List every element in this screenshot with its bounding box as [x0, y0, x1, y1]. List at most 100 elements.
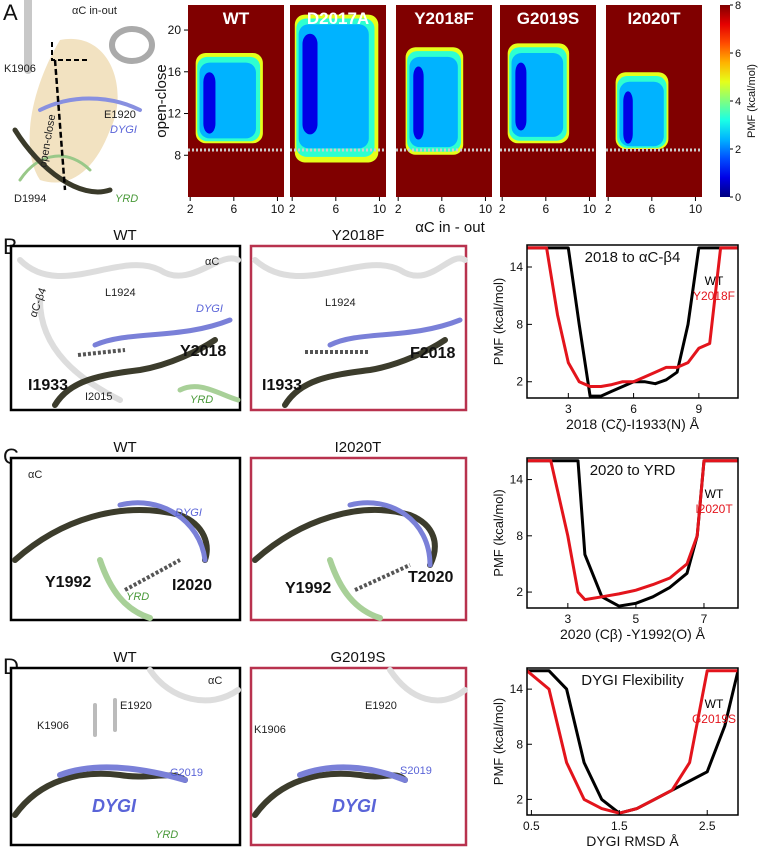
colorbar-label: PMF (kcal/mol)	[746, 64, 758, 138]
structure-label: Y1992	[285, 580, 331, 597]
structure-label: DYGI	[332, 796, 377, 816]
structure-label: αC	[205, 256, 219, 268]
structure-label: L1924	[325, 297, 356, 309]
structure-label: αC in-out	[72, 5, 117, 17]
structure-d-mut: G2019S K1906 E1920 S2019 DYGI	[249, 649, 468, 847]
x-tick-label: 6	[542, 202, 549, 216]
legend-entry: WT	[705, 487, 724, 501]
structure-label: DYGI	[196, 303, 223, 315]
structure-title: WT	[113, 227, 136, 244]
structure-b-wt: WT αC-β4 L1924 αC DYGI Y2018 I1933 I2015…	[9, 227, 242, 412]
x-tick-label: 5	[633, 612, 640, 626]
structure-label: DYGI	[175, 507, 202, 519]
x-tick-label: 1.5	[611, 819, 628, 833]
x-tick-label: 6	[332, 202, 339, 216]
colorbar-tick-label: 4	[735, 96, 741, 108]
structure-label: YRD	[155, 829, 178, 841]
structure-label: I2020	[172, 577, 212, 594]
heatmap-title: WT	[223, 9, 250, 28]
line-series	[527, 459, 738, 608]
x-tick-label: 9	[696, 402, 703, 416]
x-tick-label: 6	[630, 402, 637, 416]
structure-d-wt: WT αC K1906 E1920 G2019 DYGI YRD	[9, 649, 242, 847]
y-tick-label: 14	[510, 682, 524, 696]
legend-entry: WT	[705, 274, 724, 288]
structure-b-mut: Y2018F L1924 F2018 I1933	[249, 227, 468, 412]
colorbar-tick-label: 6	[735, 48, 741, 60]
structure-title: G2019S	[330, 649, 385, 666]
structure-label: K1906	[37, 720, 69, 732]
x-tick-label: 0.5	[523, 819, 540, 833]
x-tick-label: 6	[438, 202, 445, 216]
structure-label: I1933	[262, 377, 302, 394]
structure-label: E1920	[120, 700, 152, 712]
structure-label: D1994	[14, 193, 46, 205]
colorbar-tick-label: 0	[735, 192, 741, 204]
x-tick-label: 2.5	[699, 819, 716, 833]
colorbar-tick-label: 8	[735, 0, 741, 12]
structure-title: Y2018F	[332, 227, 385, 244]
structure-label: K1906	[4, 63, 36, 75]
y-tick-label: 8	[516, 317, 523, 331]
x-tick-label: 2	[289, 202, 296, 216]
structure-title: I2020T	[335, 439, 382, 456]
structure-label: E1920	[365, 700, 397, 712]
line-series	[527, 459, 738, 602]
heatmap-title: D2017A	[307, 9, 369, 28]
structure-label: DYGI	[92, 796, 137, 816]
y-tick-label: 14	[510, 473, 524, 487]
structure-label: I1933	[28, 377, 68, 394]
structure-label: Y2018	[180, 343, 226, 360]
x-tick-label: 2	[187, 202, 194, 216]
contour-region	[623, 91, 633, 144]
y-tick-label: 2	[516, 375, 523, 389]
line-series	[527, 669, 738, 815]
y-tick-label: 14	[510, 260, 524, 274]
contour-region	[302, 33, 318, 135]
plot-frame	[526, 457, 739, 609]
structure-label: L1924	[105, 287, 136, 299]
panel-label: A	[3, 0, 18, 25]
legend-entry: I2020T	[695, 502, 733, 516]
structure-label: K1906	[254, 724, 286, 736]
colorbar-tick-label: 2	[735, 144, 741, 156]
y-tick-label: 8	[174, 148, 181, 162]
structure-label: S2019	[400, 765, 432, 777]
legend-entry: Y2018F	[693, 289, 735, 303]
structure-label: Y1992	[45, 574, 91, 591]
x-axis-label: 2020 (Cβ) -Y1992(O) Å	[560, 626, 706, 642]
contour-region	[515, 62, 527, 131]
y-tick-label: 12	[168, 107, 182, 121]
plot-frame	[526, 667, 739, 816]
x-tick-label: 10	[373, 202, 387, 216]
structure-c-mut: I2020T Y1992 T2020	[249, 439, 468, 622]
x-tick-label: 6	[230, 202, 237, 216]
x-tick-label: 10	[271, 202, 285, 216]
chart-title: DYGI Flexibility	[581, 672, 684, 689]
x-tick-label: 10	[583, 202, 597, 216]
structure-label: αC	[28, 469, 42, 481]
x-axis-label: 2018 (Cζ)-I1933(N) Å	[566, 416, 700, 432]
y-tick-label: 20	[168, 23, 182, 37]
y-tick-label: 2	[516, 585, 523, 599]
structure-label: I2015	[85, 391, 113, 403]
structure-title: WT	[113, 649, 136, 666]
x-tick-label: 3	[565, 402, 572, 416]
y-axis-label: PMF (kcal/mol)	[491, 278, 506, 365]
y-tick-label: 8	[516, 529, 523, 543]
structure-label: YRD	[190, 394, 213, 406]
structure-label: G2019	[170, 767, 203, 779]
structure-label: YRD	[115, 193, 138, 205]
structure-label: αC	[208, 675, 222, 687]
x-tick-label: 2	[395, 202, 402, 216]
x-tick-label: 3	[564, 612, 571, 626]
plot-frame	[526, 244, 739, 399]
x-tick-label: 7	[701, 612, 708, 626]
structure-label: YRD	[126, 591, 149, 603]
chart-title: 2018 to αC-β4	[585, 249, 681, 266]
contour-region	[203, 72, 216, 134]
x-tick-label: 2	[605, 202, 612, 216]
contour-region	[413, 66, 424, 140]
line-series	[527, 246, 738, 388]
